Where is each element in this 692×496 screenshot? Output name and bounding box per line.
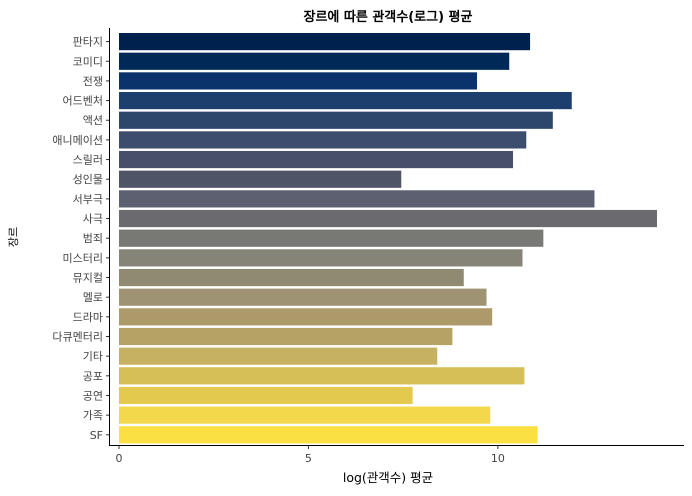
bar [119,308,493,326]
y-tick-label: 판타지 [73,36,103,49]
bar [119,406,491,424]
x-tick-label: 5 [305,452,312,465]
y-tick-label: 사극 [83,213,103,226]
bar [119,131,527,149]
y-tick-label: 애니메이션 [52,134,103,147]
y-tick-label: 스릴러 [73,154,103,167]
bar [119,426,538,444]
y-tick-label: 코미디 [73,55,103,68]
bar [119,33,531,51]
y-tick-label: 성인물 [73,173,103,186]
bar [119,386,413,405]
axes-layer [109,28,684,446]
y-tick-label: 액션 [83,114,103,127]
chart-title: 장르에 따른 관객수(로그) 평균 [304,9,473,25]
y-axis-title: 장르 [7,227,20,247]
y-tick-label: SF [90,429,103,442]
y-tick-label: 가족 [83,409,103,422]
bar [119,190,595,208]
y-tick-label: 드라마 [73,311,103,324]
bars-layer [119,33,657,444]
y-tick-label: 멜로 [83,291,103,304]
x-tick-label: 0 [116,452,123,465]
y-tick-label: 공포 [83,370,103,383]
y-tick-label: 범죄 [83,232,103,245]
bar [119,111,553,129]
bar [119,288,487,306]
bar [119,72,478,90]
y-tick-label: 기타 [83,350,103,363]
bar [119,170,402,188]
y-tick-label: 공연 [83,389,103,402]
bar [119,249,523,267]
y-tick-label: 다큐멘터리 [52,331,103,344]
bar [119,268,464,287]
y-tick-label: 서부극 [73,193,103,206]
x-tick-label: 10 [491,452,505,465]
bar [119,327,453,346]
y-tick-label: 미스터리 [63,252,103,265]
y-tick-layer: 판타지코미디전쟁어드벤처액션애니메이션스릴러성인물서부극사극범죄미스터리뮤지컬멜… [52,36,109,442]
bar [119,209,657,228]
bar [119,91,572,110]
bar [119,229,544,247]
y-tick-label: 어드벤처 [63,95,103,108]
x-tick-layer: 0 5 10 [116,446,505,465]
bar [119,150,514,169]
bar [119,367,525,385]
x-axis-title: log(관객수) 평균 [343,470,433,485]
bar [119,347,438,365]
bar [119,52,510,70]
y-tick-label: 전쟁 [83,75,103,88]
y-tick-label: 뮤지컬 [73,272,103,285]
